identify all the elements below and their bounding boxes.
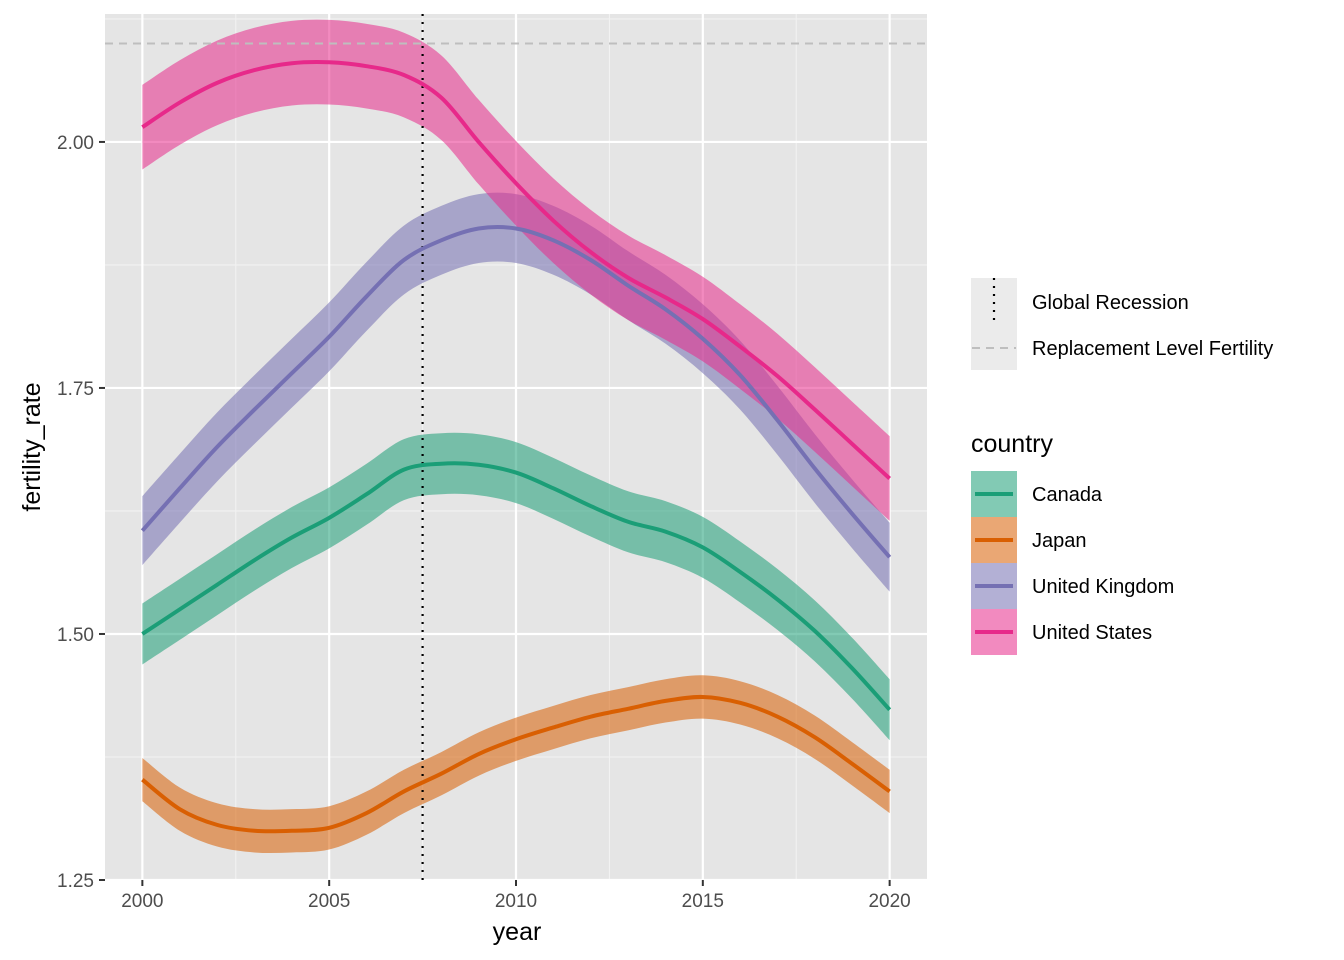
x-tick-label: 2005: [308, 891, 350, 912]
legend-title: country: [971, 430, 1053, 458]
line-united-kingdom: [140, 225, 892, 559]
y-tick-label: 1.50: [57, 625, 94, 646]
y-tick-label: 1.25: [57, 871, 94, 892]
ribbon-united-states: [142, 19, 890, 521]
reference-legend: Global Recession Replacement Level Fertil…: [971, 278, 1273, 370]
ribbon-united-kingdom: [142, 192, 890, 592]
y-tick-label: 2.00: [57, 133, 94, 154]
tick-labels: 2000 2005 2010 2015 2020 1.25 1.50 1.75 2.00: [57, 133, 911, 912]
legend-label-replacement-level-fertility: Replacement Level Fertility: [1032, 338, 1273, 360]
reference-lines: [105, 14, 927, 880]
country-legend: Canada Japan United Kingdom United States: [971, 471, 1174, 655]
line-united-states: [141, 59, 891, 480]
ribbon-canada: [142, 432, 890, 741]
legend-label-canada: Canada: [1032, 484, 1103, 506]
legend-label-global-recession: Global Recession: [1032, 292, 1189, 314]
y-tick-label: 1.75: [57, 379, 94, 400]
reference-legend-keys: [971, 278, 1017, 370]
x-tick-label: 2020: [868, 891, 910, 912]
x-tick-label: 2000: [121, 891, 163, 912]
legend-label-japan: Japan: [1032, 530, 1087, 552]
x-tick-label: 2010: [495, 891, 537, 912]
x-tick-label: 2015: [682, 891, 724, 912]
axis-ticks: [99, 140, 891, 886]
legend-label-united-states: United States: [1032, 622, 1152, 644]
confidence-ribbons: [142, 19, 890, 854]
y-axis-title: fertility_rate: [18, 382, 46, 511]
legend-label-united-kingdom: United Kingdom: [1032, 576, 1174, 598]
ribbon-japan: [142, 675, 890, 854]
x-axis-title: year: [493, 918, 542, 946]
line-canada: [141, 461, 892, 712]
series-lines: [140, 59, 892, 834]
line-japan: [141, 694, 891, 834]
